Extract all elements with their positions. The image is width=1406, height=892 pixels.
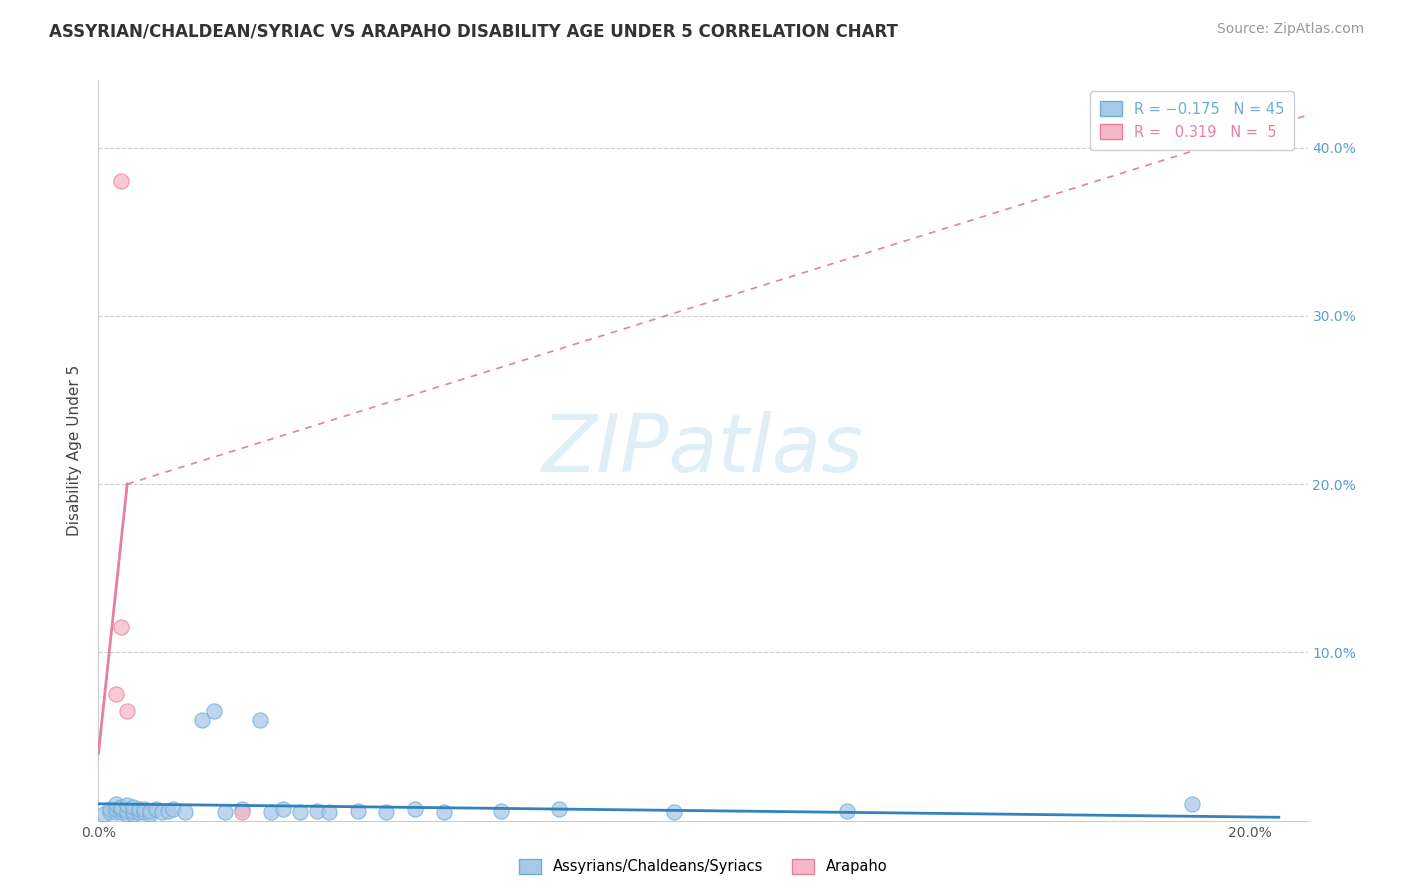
Point — [115, 804, 138, 818]
Point — [134, 805, 156, 820]
Point — [491, 804, 513, 818]
Point — [115, 704, 138, 718]
Point — [139, 806, 162, 821]
Text: Source: ZipAtlas.com: Source: ZipAtlas.com — [1216, 22, 1364, 37]
Point — [404, 802, 426, 816]
Y-axis label: Disability Age Under 5: Disability Age Under 5 — [67, 365, 83, 536]
Point — [664, 805, 686, 820]
Point — [271, 802, 294, 816]
Point — [835, 804, 858, 818]
Point — [288, 805, 311, 820]
Point — [231, 802, 253, 816]
Point — [110, 620, 132, 634]
Point — [128, 802, 150, 816]
Point — [115, 806, 138, 821]
Point — [110, 174, 132, 188]
Point — [548, 802, 571, 816]
Point — [122, 800, 145, 814]
Point — [104, 797, 127, 811]
Point — [122, 806, 145, 821]
Point — [93, 806, 115, 821]
Point — [433, 805, 456, 820]
Point — [104, 805, 127, 820]
Point — [214, 805, 236, 820]
Point — [134, 802, 156, 816]
Point — [110, 805, 132, 820]
Point — [231, 805, 253, 820]
Legend: Assyrians/Chaldeans/Syriacs, Arapaho: Assyrians/Chaldeans/Syriacs, Arapaho — [513, 853, 893, 880]
Point — [150, 805, 173, 820]
Point — [375, 805, 398, 820]
Point — [162, 802, 184, 816]
Text: ZIPatlas: ZIPatlas — [541, 411, 865, 490]
Point — [346, 804, 368, 818]
Point — [104, 688, 127, 702]
Point — [128, 805, 150, 820]
Point — [98, 805, 121, 820]
Legend: R = −0.175   N = 45, R =   0.319   N =  5: R = −0.175 N = 45, R = 0.319 N = 5 — [1090, 91, 1295, 150]
Point — [191, 713, 214, 727]
Point — [173, 805, 195, 820]
Point — [1181, 797, 1204, 811]
Point — [110, 802, 132, 816]
Point — [139, 804, 162, 818]
Point — [104, 802, 127, 816]
Point — [98, 802, 121, 816]
Point — [260, 805, 283, 820]
Point — [122, 804, 145, 818]
Point — [202, 704, 225, 718]
Point — [156, 804, 179, 818]
Point — [318, 805, 340, 820]
Point — [145, 802, 167, 816]
Point — [307, 804, 329, 818]
Point — [249, 713, 271, 727]
Text: ASSYRIAN/CHALDEAN/SYRIAC VS ARAPAHO DISABILITY AGE UNDER 5 CORRELATION CHART: ASSYRIAN/CHALDEAN/SYRIAC VS ARAPAHO DISA… — [49, 22, 898, 40]
Point — [115, 798, 138, 813]
Point — [110, 800, 132, 814]
